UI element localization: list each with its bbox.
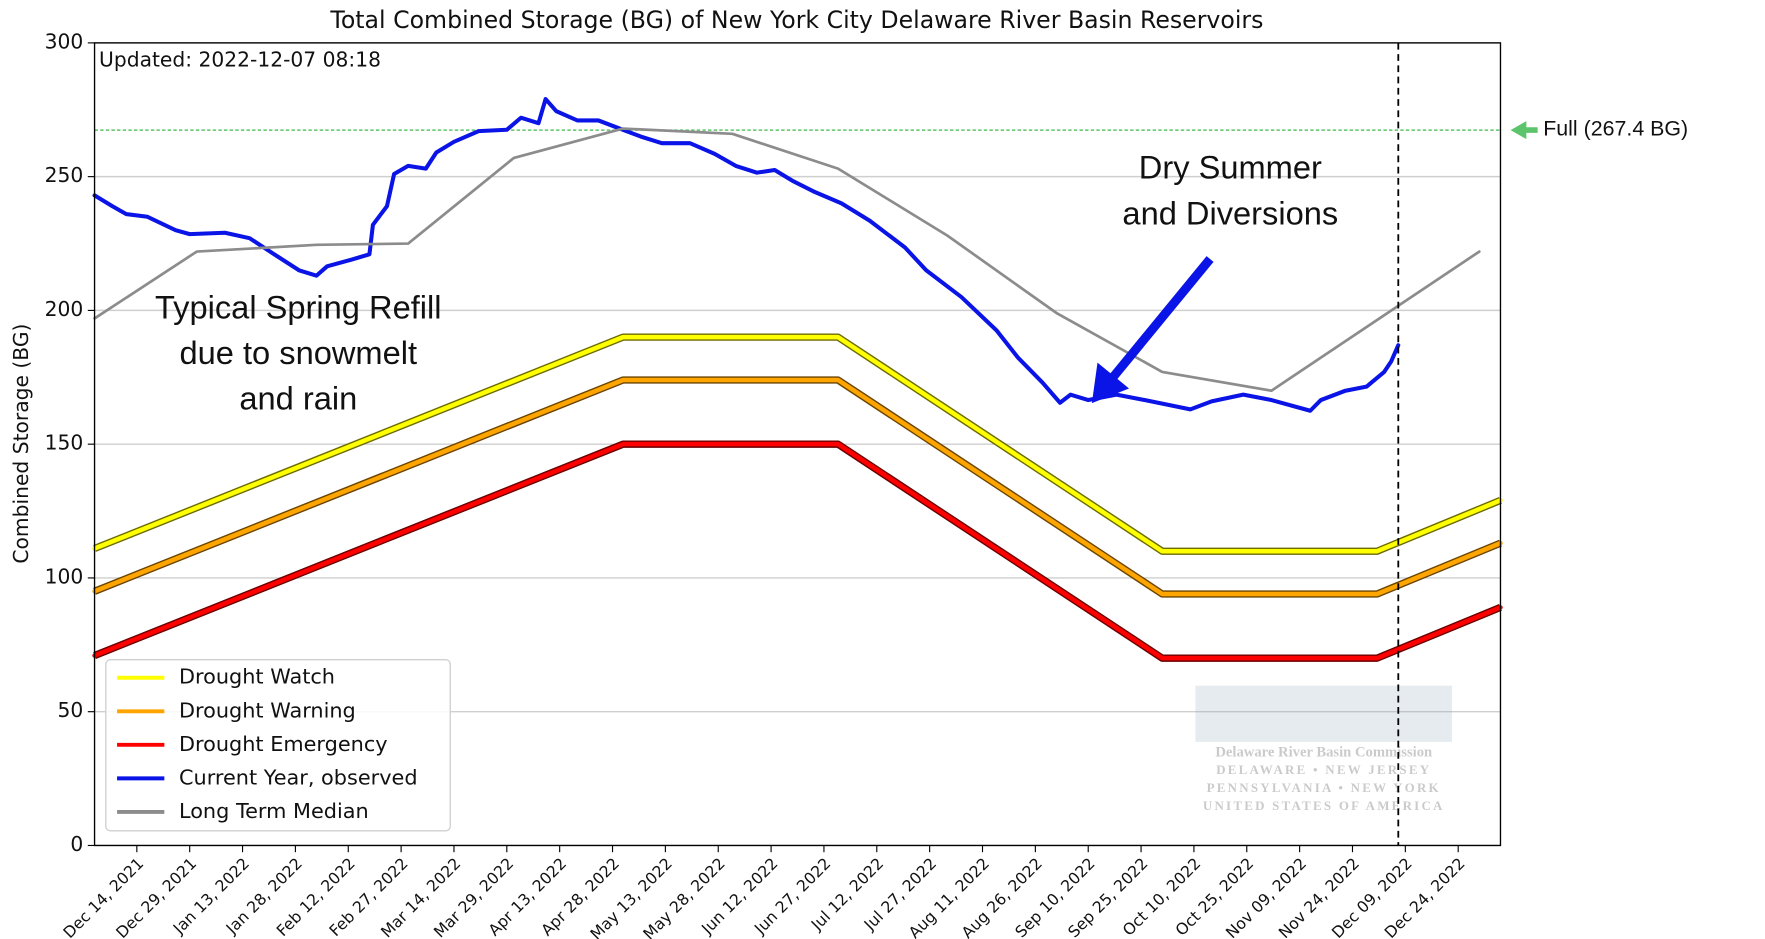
annotation: Dry Summer (1139, 149, 1322, 186)
full-arrow-head (1510, 121, 1527, 140)
legend-label: Current Year, observed (179, 765, 418, 789)
series-line (92, 97, 1401, 413)
y-tick-label: 0 (70, 832, 83, 856)
annotation: and Diversions (1122, 194, 1338, 231)
annotation: due to snowmelt (180, 334, 418, 371)
watermark-text: DELAWARE • NEW JERSEY (1216, 762, 1431, 777)
full-level-label: Full (267.4 BG) (1543, 117, 1688, 141)
legend-label: Drought Emergency (179, 732, 388, 756)
annotation-arrow-head (1091, 362, 1130, 404)
watermark: Delaware River Basin CommissionDELAWARE … (1195, 685, 1453, 813)
annotation: and rain (239, 379, 357, 416)
y-tick-label: 200 (45, 297, 84, 321)
updated-label: Updated: 2022-12-07 08:18 (99, 47, 381, 71)
watermark-text: UNITED STATES OF AMERICA (1203, 798, 1445, 813)
y-tick-label: 300 (45, 29, 84, 53)
legend-label: Drought Watch (179, 665, 335, 689)
legend-label: Drought Warning (179, 698, 356, 722)
watermark-logo (1195, 685, 1453, 742)
y-axis-label: Combined Storage (BG) (9, 324, 33, 564)
y-tick-label: 50 (58, 698, 84, 722)
y-tick-label: 150 (45, 431, 84, 455)
y-tick-label: 250 (45, 163, 84, 187)
legend-label: Long Term Median (179, 799, 369, 823)
annotation-arrow-shaft (1108, 256, 1214, 382)
series-line (92, 441, 1503, 661)
legend: Drought Watch Drought Warning Drought Emer… (105, 659, 451, 832)
y-tick-label: 100 (45, 564, 84, 588)
legend-box (105, 659, 451, 832)
watermark-text: PENNSYLVANIA • NEW YORK (1207, 780, 1441, 795)
annotation: Typical Spring Refill (155, 288, 442, 325)
watermark-text: Delaware River Basin Commission (1215, 745, 1432, 761)
plot-frame (93, 42, 1502, 847)
chart-title: Total Combined Storage (BG) of New York … (329, 6, 1263, 34)
series-line (93, 127, 1481, 393)
